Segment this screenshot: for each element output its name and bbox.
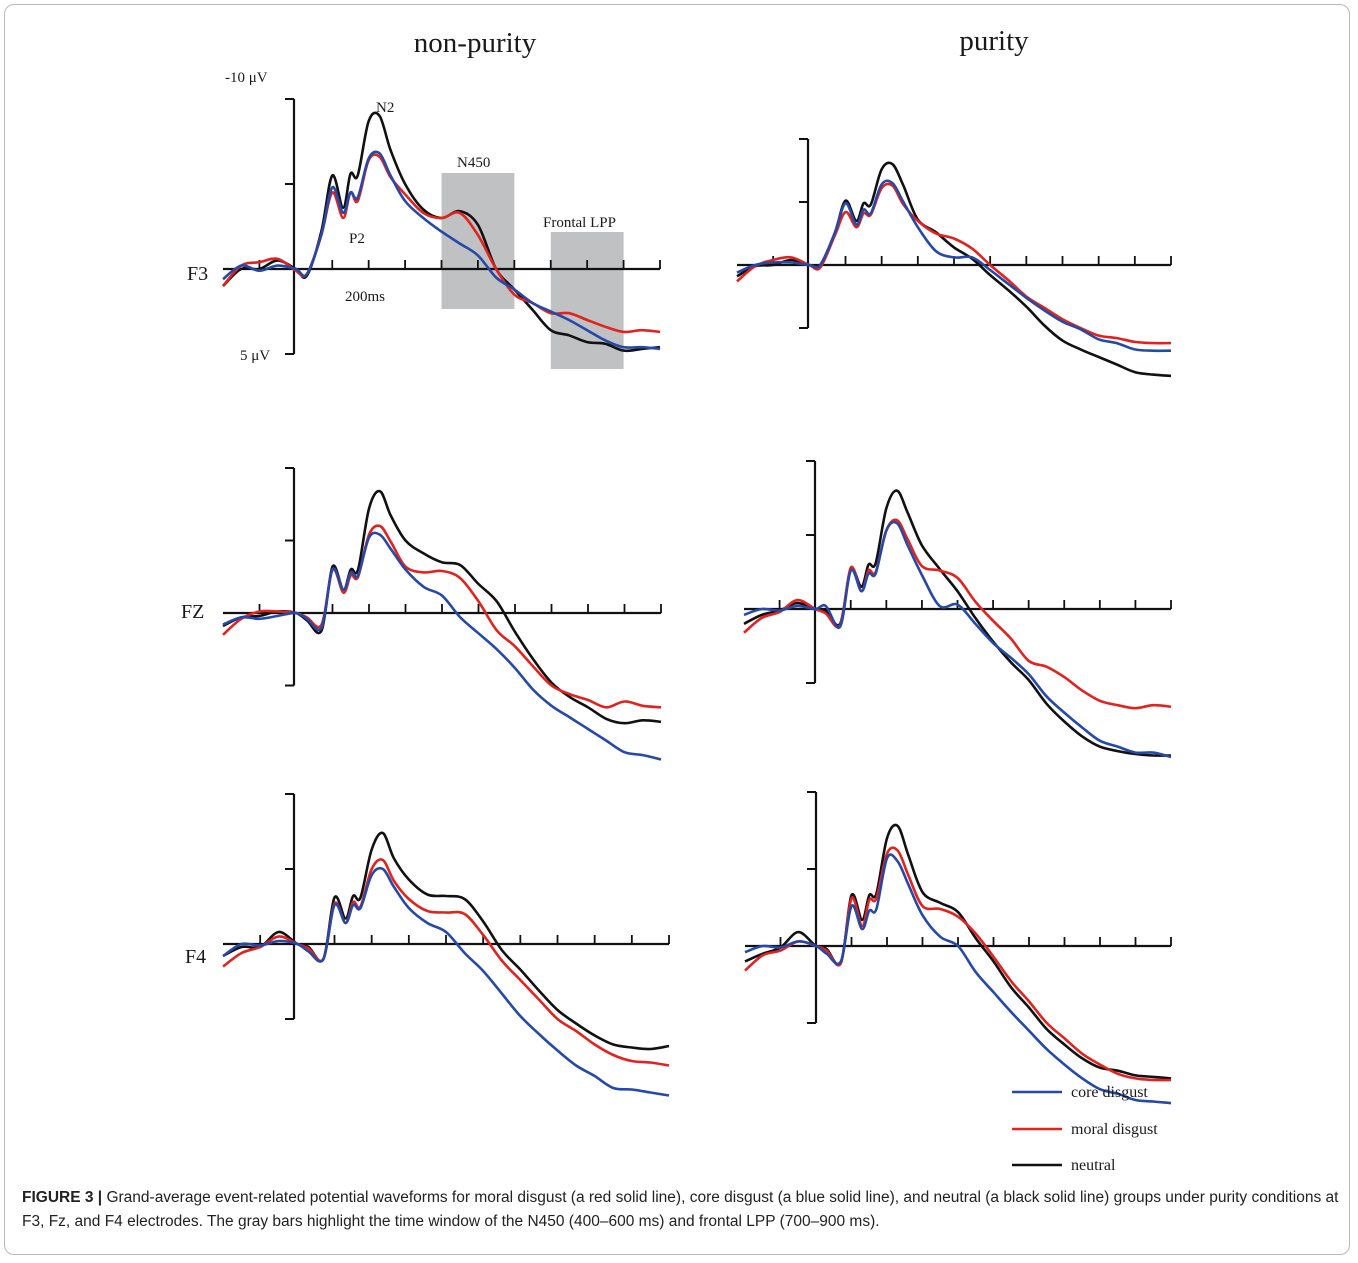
panel-non-purity-f4	[223, 794, 669, 1096]
legend-label-core: core disgust	[1071, 1084, 1148, 1101]
series-line-core-disgust-non-purity-f4	[223, 868, 669, 1095]
caption-label: FIGURE 3 |	[22, 1189, 102, 1206]
series-line-neutral-purity-f3	[737, 163, 1171, 376]
panel-non-purity-fz	[223, 468, 661, 760]
column-title-non-purity: non-purity	[414, 27, 537, 59]
series-line-neutral-purity-fz	[744, 491, 1171, 756]
electrode-label-f3: F3	[187, 263, 208, 285]
series-line-moral-disgust-purity-f4	[745, 848, 1171, 1080]
panel-non-purity-f3	[223, 99, 660, 369]
series-line-core-disgust-non-purity-fz	[223, 533, 661, 760]
n2-peak-label: N2	[376, 100, 394, 116]
p2-peak-label: P2	[349, 231, 365, 247]
shaded-window-frontal-lpp	[551, 232, 624, 369]
series-line-core-disgust-purity-f4	[745, 855, 1171, 1104]
plot-area	[223, 99, 1171, 1103]
legend-label-moral: moral disgust	[1071, 1121, 1158, 1138]
panel-purity-f4	[745, 792, 1171, 1103]
y-bottom-label: 5 μV	[240, 348, 270, 364]
y-top-label: -10 μV	[225, 70, 268, 86]
series-line-moral-disgust-non-purity-fz	[223, 526, 661, 708]
electrode-label-f4: F4	[185, 946, 206, 968]
caption-text: Grand-average event-related potential wa…	[22, 1189, 1338, 1230]
column-title-purity: purity	[959, 25, 1029, 57]
erp-figure: non-purity purity F3 FZ F4 -10 μV 5 μV 2…	[0, 0, 1358, 1180]
electrode-label-fz: FZ	[181, 601, 204, 623]
n450-window-label: N450	[457, 155, 490, 171]
series-line-moral-disgust-purity-fz	[744, 520, 1171, 708]
series-line-neutral-purity-f4	[745, 825, 1171, 1078]
x-tick-label-200ms: 200ms	[345, 289, 385, 305]
figure-caption: FIGURE 3 | Grand-average event-related p…	[22, 1186, 1342, 1234]
lpp-window-label: Frontal LPP	[543, 215, 616, 231]
series-line-core-disgust-purity-fz	[744, 522, 1171, 757]
shaded-window-n450	[442, 173, 515, 309]
legend-label-neutral: neutral	[1071, 1157, 1116, 1174]
legend: core disgust moral disgust neutral	[1012, 1084, 1158, 1174]
series-line-moral-disgust-non-purity-f4	[223, 859, 669, 1065]
panel-purity-f3	[737, 139, 1171, 376]
panel-purity-fz	[744, 461, 1171, 757]
